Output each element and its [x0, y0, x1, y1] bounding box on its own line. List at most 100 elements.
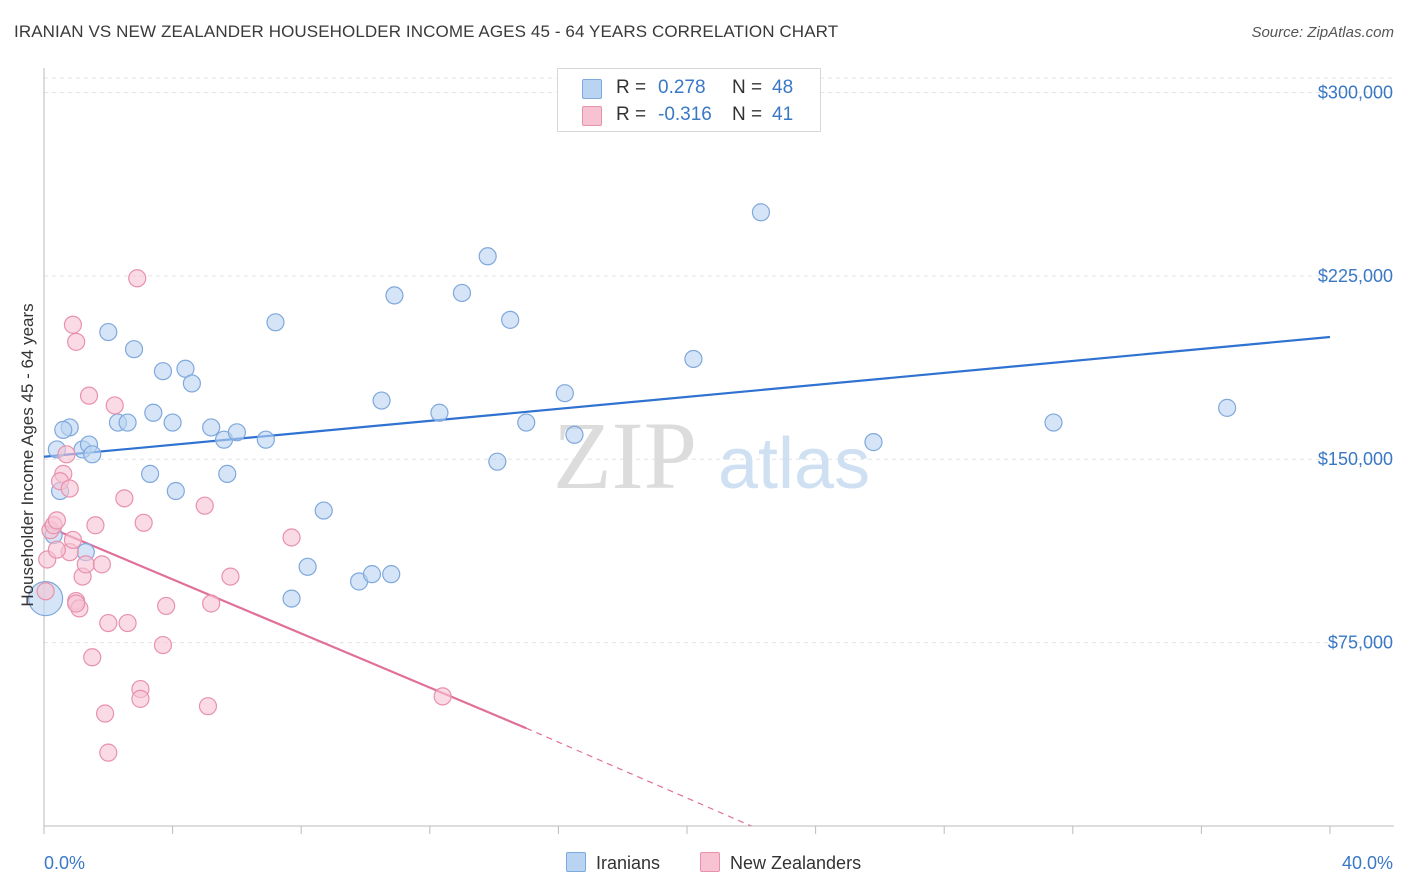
- new-zealander-point: [63, 530, 83, 550]
- iranian-point: [751, 203, 771, 222]
- legend-n-value: 48: [772, 77, 794, 98]
- iranian-point: [517, 413, 536, 432]
- y-tick-labels: $75,000 $150,000 $225,000 $300,000: [1318, 82, 1393, 652]
- source-label: Source: ZipAtlas.com: [1251, 24, 1394, 41]
- legend-swatch-iranians: [582, 79, 602, 99]
- iranian-point: [382, 565, 401, 584]
- new-zealander-point: [67, 594, 86, 613]
- bottom-legend-swatch-iranians: [566, 852, 586, 872]
- new-zealander-point: [134, 513, 153, 532]
- new-zealander-point: [99, 743, 118, 762]
- iranian-point: [555, 384, 574, 403]
- watermark: ZIP atlas: [553, 402, 870, 509]
- legend-n-label: N =: [732, 77, 763, 98]
- iranian-point: [144, 403, 163, 422]
- y-axis-label: Householder Income Ages 45 - 64 years: [18, 303, 37, 607]
- iranian-point: [478, 247, 497, 266]
- iranian-point: [182, 374, 201, 393]
- new-zealander-point: [202, 594, 221, 613]
- iranian-point: [256, 430, 275, 449]
- new-zealander-point: [105, 396, 124, 415]
- iranian-point: [282, 589, 301, 608]
- new-zealander-point: [47, 540, 66, 559]
- bottom-legend-swatch-new-zealanders: [700, 852, 720, 872]
- legend-r-value: -0.316: [658, 104, 712, 125]
- iranian-point: [684, 349, 703, 369]
- y-tick-label: $300,000: [1318, 82, 1393, 102]
- new-zealander-point: [63, 315, 83, 334]
- new-zealander-point: [86, 516, 105, 535]
- trend-line-new-zealanders-extension: [526, 727, 752, 827]
- watermark-zip: ZIP: [553, 402, 697, 509]
- iranian-point: [488, 452, 507, 471]
- new-zealander-point: [79, 386, 99, 405]
- bottom-legend-iranians: Iranians: [566, 852, 660, 874]
- iranian-point: [430, 403, 449, 422]
- new-zealander-point: [221, 567, 240, 586]
- x-tick-labels: 0.0% 40.0%: [44, 853, 1393, 873]
- y-tick-label: $225,000: [1318, 266, 1393, 286]
- correlation-legend: R = 0.278 N = 48 R = -0.316 N = 41: [557, 68, 821, 132]
- iranian-point: [314, 501, 333, 520]
- new-zealander-point: [47, 511, 66, 530]
- y-tick-label: $75,000: [1328, 633, 1393, 653]
- watermark-atlas: atlas: [718, 424, 870, 504]
- new-zealander-point: [118, 613, 137, 633]
- iranian-point: [54, 420, 73, 439]
- iranian-point: [83, 445, 102, 464]
- iranian-point: [1218, 398, 1237, 417]
- legend-n-value: 41: [772, 104, 794, 125]
- y-tick-label: $150,000: [1318, 449, 1393, 469]
- iranian-point: [298, 557, 317, 576]
- new-zealander-point: [198, 697, 218, 716]
- iranian-point: [99, 322, 118, 342]
- iranian-point: [124, 340, 144, 359]
- new-zealander-point: [83, 648, 102, 667]
- new-zealander-point: [60, 479, 79, 498]
- new-zealander-point: [195, 496, 214, 515]
- x-tick-label: 40.0%: [1342, 853, 1393, 873]
- iranian-point: [1044, 413, 1063, 432]
- iranian-point: [385, 286, 404, 305]
- new-zealander-point: [153, 635, 173, 655]
- chart-title: IRANIAN VS NEW ZEALANDER HOUSEHOLDER INC…: [14, 22, 839, 41]
- iranian-point: [218, 464, 237, 483]
- iranian-point: [166, 481, 185, 501]
- legend-swatch-new-zealanders: [582, 106, 602, 126]
- iranian-point: [227, 423, 246, 442]
- iranian-point: [163, 413, 182, 432]
- iranian-point: [565, 425, 584, 444]
- data-points: [28, 203, 1237, 762]
- new-zealander-point: [157, 596, 176, 616]
- new-zealander-point: [76, 555, 95, 574]
- iranian-point: [362, 565, 382, 584]
- legend-r-value: 0.278: [658, 77, 706, 98]
- x-tick-label: 0.0%: [44, 853, 85, 873]
- new-zealander-point: [433, 687, 452, 706]
- iranian-point: [864, 433, 883, 452]
- new-zealander-point: [131, 689, 150, 708]
- iranian-point: [202, 418, 221, 437]
- new-zealander-point: [115, 489, 134, 508]
- iranian-point: [140, 464, 160, 483]
- iranian-point: [452, 283, 472, 303]
- new-zealander-point: [36, 582, 55, 601]
- new-zealander-point: [95, 704, 115, 723]
- iranian-point: [118, 413, 137, 432]
- new-zealander-point: [67, 332, 86, 351]
- new-zealander-point: [99, 613, 118, 633]
- iranian-point: [266, 313, 285, 332]
- axes: [43, 68, 1394, 834]
- new-zealander-point: [282, 528, 301, 547]
- bottom-legend-label-new-zealanders: New Zealanders: [730, 853, 862, 873]
- new-zealander-point: [128, 269, 147, 288]
- iranian-point: [153, 362, 173, 381]
- bottom-legend-label-iranians: Iranians: [596, 853, 661, 873]
- legend-n-label: N =: [732, 104, 763, 125]
- new-zealander-point: [57, 445, 76, 464]
- legend-r-label: R =: [616, 104, 647, 125]
- legend-r-label: R =: [616, 77, 647, 98]
- iranian-point: [501, 310, 520, 329]
- iranian-point: [372, 391, 391, 410]
